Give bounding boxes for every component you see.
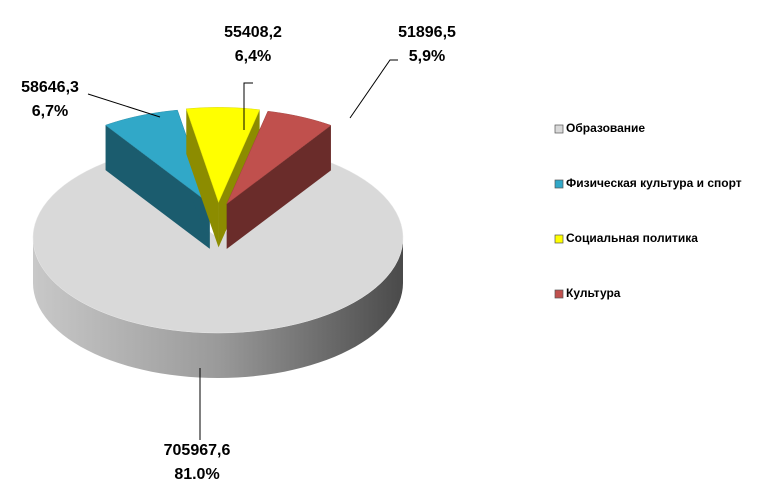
legend-swatch	[554, 124, 564, 134]
slice-side	[33, 238, 403, 378]
slice	[32, 159, 404, 334]
legend-label: Образование	[566, 121, 645, 135]
value-label: 55408,2	[224, 24, 282, 41]
slice-side	[226, 125, 331, 249]
value-label: 705967,6	[164, 442, 231, 459]
slice	[226, 110, 332, 205]
percent-label: 81.0%	[174, 466, 219, 483]
value-label: 58646,3	[21, 79, 79, 96]
percent-label: 6,7%	[32, 103, 68, 120]
leader-line	[243, 82, 253, 130]
leader-line	[349, 59, 398, 119]
legend-swatch	[554, 289, 564, 299]
leader-line	[87, 93, 161, 118]
value-label: 51896,5	[398, 24, 456, 41]
legend-swatch	[554, 234, 564, 244]
slice-side	[105, 125, 210, 249]
legend-label: Культура	[566, 286, 621, 300]
legend-label: Физическая культура и спорт	[566, 176, 742, 190]
slice	[185, 107, 260, 204]
legend-label: Социальная политика	[566, 231, 698, 245]
slice-side	[186, 108, 219, 248]
legend-swatch	[554, 179, 564, 189]
percent-label: 5,9%	[409, 48, 445, 65]
percent-label: 6,4%	[235, 48, 271, 65]
slice	[105, 109, 211, 205]
